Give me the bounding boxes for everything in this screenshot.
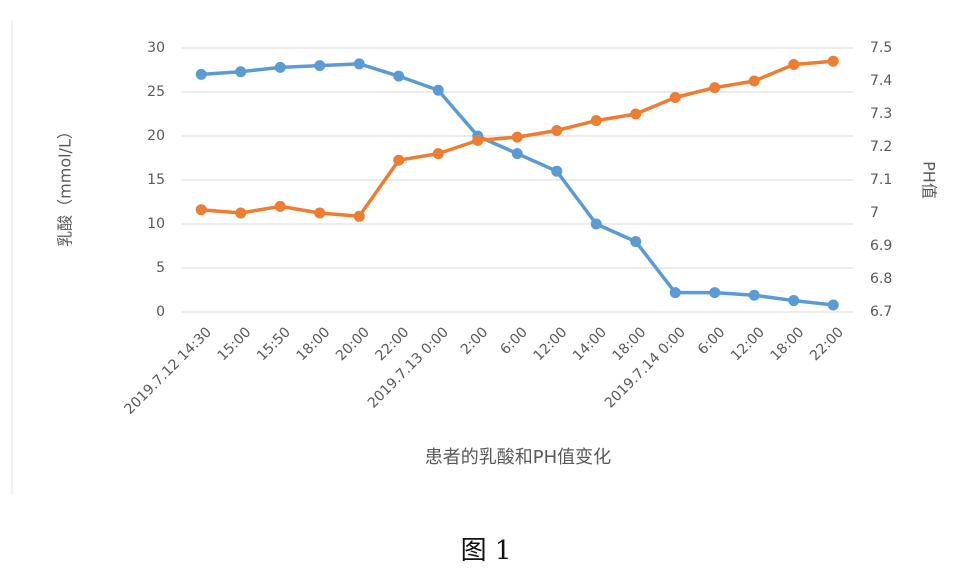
x-tick-label: 20:00 — [333, 324, 373, 364]
data-point — [432, 84, 444, 96]
x-tick-label: 15:00 — [215, 324, 255, 364]
data-point — [827, 299, 839, 311]
data-point — [195, 204, 207, 216]
y2-tick-label: 7.2 — [870, 139, 892, 155]
data-point — [511, 131, 523, 143]
y-tick-label: 0 — [156, 304, 165, 320]
x-axis-label: 患者的乳酸和PH值变化 — [425, 447, 611, 468]
data-point — [669, 92, 681, 103]
x-tick-label: 15:50 — [254, 324, 294, 364]
y-tick-label: 25 — [147, 84, 165, 100]
x-tick-label: 6:00 — [497, 324, 531, 358]
data-point — [195, 68, 207, 80]
data-point — [709, 82, 721, 94]
y2-tick-label: 6.9 — [870, 238, 892, 254]
data-point — [590, 115, 602, 127]
x-tick-label: 14:00 — [570, 324, 610, 364]
data-point — [511, 148, 523, 160]
y-tick-label: 20 — [147, 128, 165, 144]
y-tick-label: 15 — [147, 172, 165, 188]
data-point — [788, 295, 800, 307]
data-point — [393, 154, 405, 166]
data-point — [630, 108, 642, 120]
x-tick-label: 2:00 — [458, 324, 492, 358]
x-tick-label: 12:00 — [728, 324, 768, 364]
data-point — [709, 287, 721, 299]
data-point — [551, 165, 563, 177]
y2-tick-label: 7 — [870, 205, 879, 221]
x-tick-label: 18:00 — [294, 324, 334, 364]
data-point — [314, 60, 326, 72]
y2-tick-label: 7.3 — [870, 106, 892, 122]
data-point — [669, 287, 681, 299]
data-point — [827, 55, 839, 67]
y2-axis-label: PH值 — [920, 161, 939, 199]
data-point — [274, 61, 286, 73]
data-point — [472, 134, 484, 146]
data-point — [432, 148, 444, 160]
y-tick-label: 5 — [156, 260, 165, 276]
x-tick-label: 12:00 — [531, 324, 571, 364]
y-tick-label: 10 — [147, 216, 165, 232]
data-point — [748, 75, 760, 87]
series-line — [201, 62, 834, 307]
data-point — [274, 200, 286, 212]
y-tick-label: 30 — [147, 40, 165, 56]
y2-tick-label: 6.7 — [870, 304, 892, 320]
data-point — [393, 70, 405, 82]
y-axis-label: 乳酸（mmol/L） — [56, 123, 75, 247]
data-point — [551, 125, 563, 136]
data-point — [630, 236, 642, 248]
y2-tick-label: 7.5 — [870, 40, 892, 56]
data-point — [590, 218, 602, 230]
x-tick-label: 6:00 — [695, 324, 729, 358]
data-point — [353, 210, 365, 222]
data-point — [748, 289, 760, 301]
x-tick-label: 2019.7.12 14:30 — [122, 324, 215, 417]
x-tick-label: 22:00 — [807, 324, 847, 364]
y2-tick-label: 7.1 — [870, 172, 892, 188]
caption: 图 1 — [461, 536, 512, 566]
x-tick-label: 18:00 — [768, 324, 808, 364]
data-point — [353, 58, 365, 70]
y2-tick-label: 6.8 — [870, 271, 892, 287]
data-point — [788, 59, 800, 70]
data-point — [235, 207, 247, 219]
data-point — [235, 66, 247, 78]
y2-tick-label: 7.4 — [870, 73, 892, 89]
data-point — [314, 207, 326, 219]
